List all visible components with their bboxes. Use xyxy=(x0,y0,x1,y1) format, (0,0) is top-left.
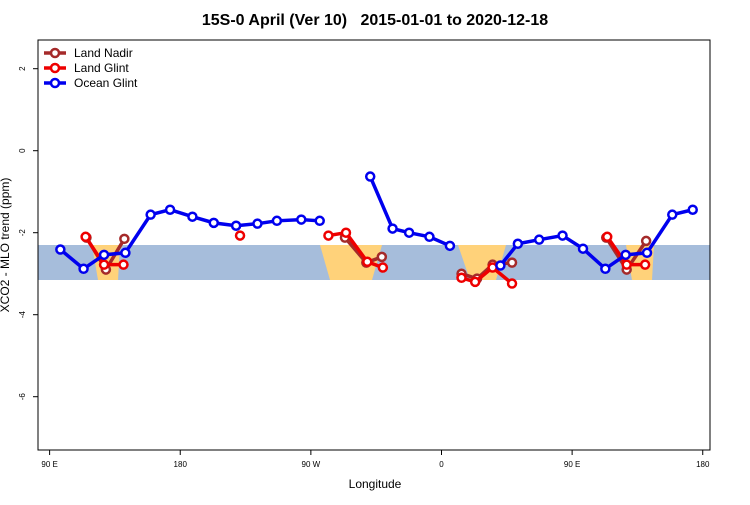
point xyxy=(164,204,176,215)
y-tick-label: -4 xyxy=(18,311,27,319)
point xyxy=(340,227,352,238)
point xyxy=(600,263,611,275)
point xyxy=(234,230,246,241)
point xyxy=(323,230,334,241)
point xyxy=(639,259,651,270)
point xyxy=(78,263,89,275)
point xyxy=(621,259,632,270)
series-line xyxy=(328,230,384,270)
point xyxy=(119,233,130,245)
point xyxy=(55,244,66,255)
point xyxy=(469,276,481,288)
point xyxy=(687,204,698,215)
point xyxy=(98,259,110,270)
point xyxy=(557,230,568,241)
point xyxy=(601,231,613,243)
legend-label: Ocean Glint xyxy=(74,76,138,90)
legend-marker xyxy=(49,62,61,74)
point xyxy=(187,211,198,222)
x-tick-label: 90 E xyxy=(564,460,580,469)
series-line xyxy=(499,208,694,272)
point xyxy=(362,256,373,268)
y-tick-label: -6 xyxy=(18,393,27,401)
point xyxy=(314,215,325,227)
point xyxy=(208,217,220,229)
point xyxy=(512,238,524,250)
land xyxy=(320,245,382,280)
legend-marker xyxy=(49,47,61,59)
point xyxy=(271,215,283,227)
point xyxy=(506,278,518,289)
point xyxy=(506,257,518,268)
y-tick-label: 0 xyxy=(18,148,27,153)
point xyxy=(80,231,91,243)
x-tick-label: 180 xyxy=(696,460,710,469)
point xyxy=(377,262,389,273)
series-line xyxy=(461,265,514,285)
y-axis-label: XCO2 - MLO trend (ppm) xyxy=(0,178,12,313)
point xyxy=(118,259,129,270)
legend-label: Land Glint xyxy=(74,61,129,75)
x-tick-label: 90 E xyxy=(41,460,57,469)
y-tick-label: -2 xyxy=(18,229,27,237)
plot-frame xyxy=(37,39,711,451)
point xyxy=(296,214,307,225)
point xyxy=(577,243,589,254)
legend-marker xyxy=(49,77,61,89)
x-tick-label: 0 xyxy=(439,460,444,469)
point xyxy=(252,218,263,229)
point xyxy=(640,235,652,247)
x-axis-label: Longitude xyxy=(349,477,402,491)
point xyxy=(424,231,435,243)
chart-title: 15S-0 April (Ver 10) 2015-01-01 to 2020-… xyxy=(202,12,548,29)
point xyxy=(387,223,398,234)
point xyxy=(456,272,467,284)
point xyxy=(364,171,376,182)
point xyxy=(376,251,388,263)
x-tick-label: 180 xyxy=(174,460,188,469)
point xyxy=(120,247,131,259)
point xyxy=(403,227,415,238)
point xyxy=(533,234,545,245)
point xyxy=(667,209,678,220)
legend-label: Land Nadir xyxy=(74,46,133,60)
x-tick-label: 90 W xyxy=(302,460,321,469)
point xyxy=(230,220,242,231)
point xyxy=(98,249,110,261)
point xyxy=(495,260,506,271)
point xyxy=(444,240,456,252)
point xyxy=(145,209,156,220)
y-tick-label: 2 xyxy=(18,66,27,71)
point xyxy=(641,247,653,259)
point xyxy=(620,249,631,261)
